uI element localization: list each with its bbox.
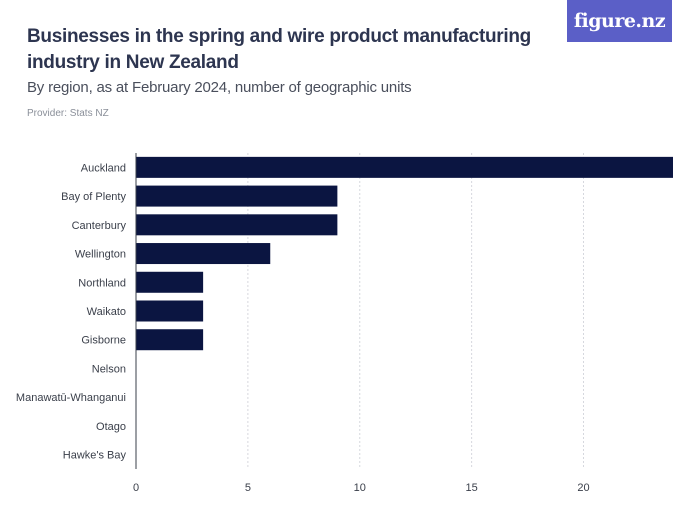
chart-title: Businesses in the spring and wire produc… <box>27 26 531 73</box>
bar[interactable] <box>136 300 204 322</box>
category-label: Auckland <box>81 162 126 174</box>
bar[interactable] <box>136 271 204 293</box>
category-label: Waikato <box>87 306 126 318</box>
x-tick-label: 0 <box>133 482 139 494</box>
category-label: Wellington <box>75 249 126 261</box>
figure-nz-logo[interactable]: figure.nz <box>567 0 672 42</box>
category-label: Otago <box>96 421 126 433</box>
category-label: Northland <box>78 277 126 289</box>
x-tick-label: 5 <box>245 482 251 494</box>
chart-subtitle: By region, as at February 2024, number o… <box>27 79 412 96</box>
category-label: Gisborne <box>81 335 126 347</box>
provider-credit: Provider: Stats NZ <box>27 108 109 119</box>
bars <box>136 156 673 351</box>
bar[interactable] <box>136 329 204 351</box>
category-labels: Auckland Bay of Plenty Canterbury Wellingto… <box>16 162 127 461</box>
bar[interactable] <box>136 243 271 265</box>
category-label: Manawatū-Whanganui <box>16 392 126 404</box>
x-tick-labels: 0 5 10 15 20 <box>133 482 590 494</box>
x-tick-label: 20 <box>577 482 589 494</box>
logo-text: figure.nz <box>573 10 666 32</box>
x-tick-label: 10 <box>354 482 366 494</box>
category-label: Hawke's Bay <box>63 450 127 462</box>
category-label: Nelson <box>92 363 126 375</box>
category-label: Canterbury <box>72 220 127 232</box>
x-tick-label: 15 <box>466 482 478 494</box>
bar[interactable] <box>136 156 673 178</box>
category-label: Bay of Plenty <box>61 191 126 203</box>
bar[interactable] <box>136 214 338 236</box>
bar[interactable] <box>136 185 338 207</box>
